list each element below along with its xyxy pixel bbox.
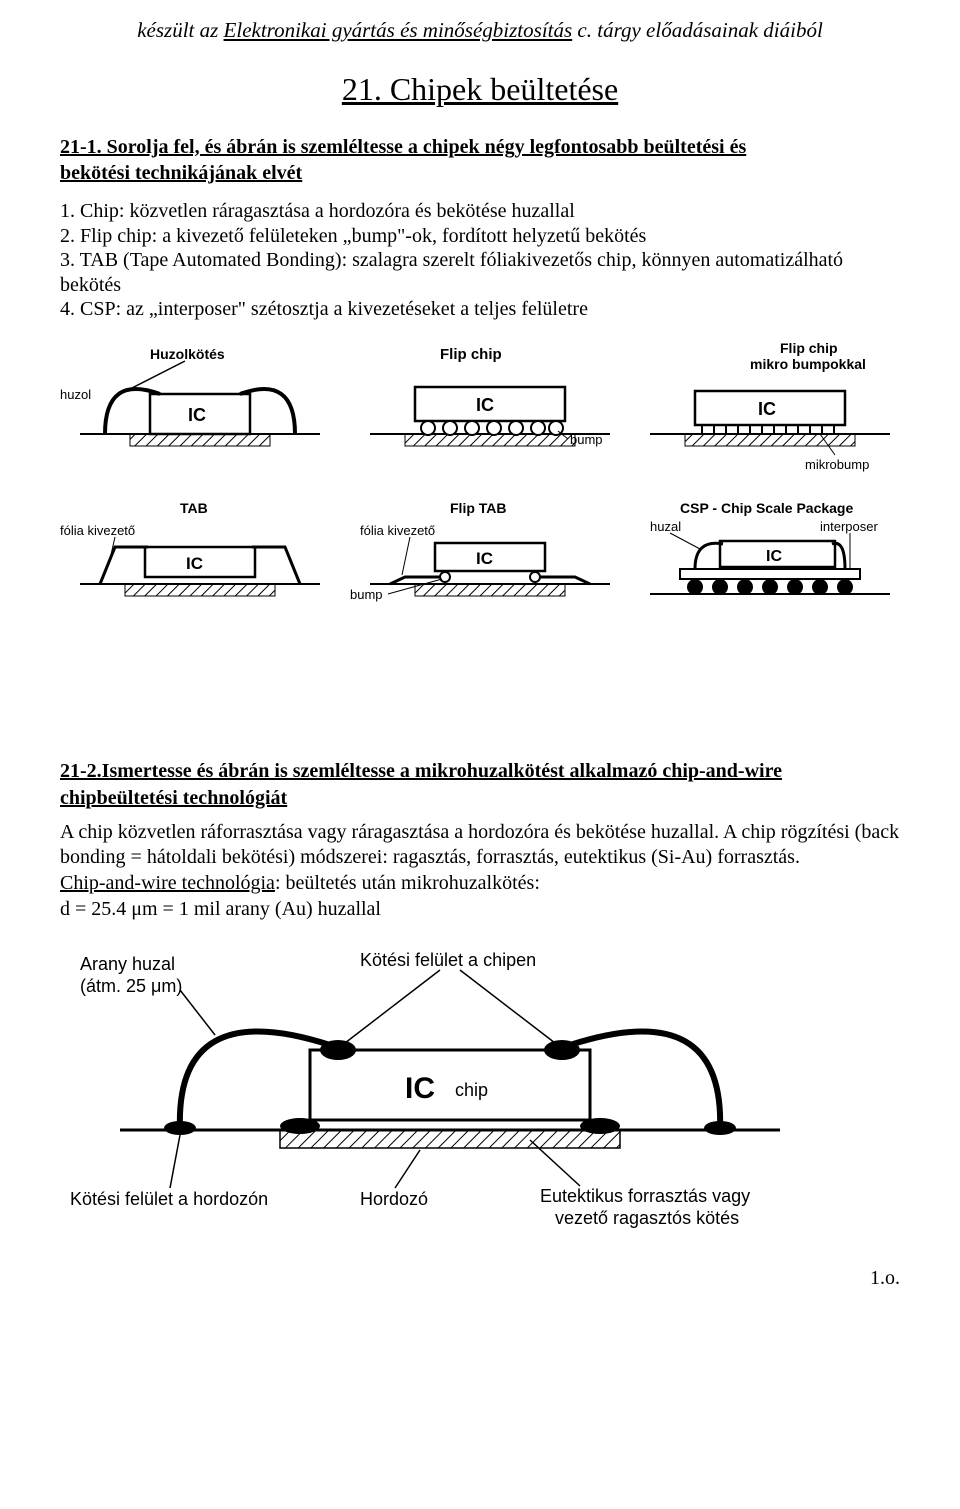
- fig1-csp-left: huzal: [650, 519, 681, 534]
- fig1-microbump: Flip chip mikro bumpokkal IC mikrobump: [650, 340, 890, 472]
- fig1-wirebond-ic: IC: [188, 405, 206, 425]
- q2-tech-rest: : beültetés után mikrohuzalkötés:: [275, 872, 540, 894]
- fig2-gold-wire-l2: (átm. 25 μm): [80, 976, 182, 996]
- q1-list: 1. Chip: közvetlen ráragasztása a hordoz…: [60, 199, 900, 321]
- fig1-fliptab-ic: IC: [476, 549, 493, 568]
- header-line: készült az Elektronikai gyártás és minős…: [60, 18, 900, 44]
- q2-tech-underlined: Chip-and-wire technológia: [60, 872, 275, 894]
- fig1-wirebond-side: huzol: [60, 387, 91, 402]
- fig2-eutectic-l2: vezető ragasztós kötés: [555, 1208, 739, 1228]
- fig1-fliptab-side: fólia kivezető: [360, 523, 435, 538]
- fig2-ic: IC: [405, 1072, 435, 1105]
- q1-item-4: 4. CSP: az „interposer" szétosztja a kiv…: [60, 297, 900, 321]
- fig1-microbump-l2: mikro bumpokkal: [750, 356, 866, 372]
- question-2: 21-2.Ismertesse és ábrán is szemléltesse…: [60, 759, 900, 921]
- fig1-tab-ic: IC: [186, 554, 203, 573]
- fig1-wirebond-label: Huzolkötés: [150, 346, 225, 362]
- fig1-microbump-l1: Flip chip: [780, 340, 838, 356]
- fig1-tab-side: fólia kivezető: [60, 523, 135, 538]
- fig2-gold-wire-l1: Arany huzal: [80, 954, 175, 974]
- fig2-chip-surface: Kötési felület a chipen: [360, 950, 536, 970]
- q2-body1: A chip közvetlen ráforrasztása vagy rára…: [60, 820, 900, 869]
- q1-heading-line2: bekötési technikájának elvét: [60, 162, 302, 184]
- q1-item-3: 3. TAB (Tape Automated Bonding): szalagr…: [60, 248, 900, 297]
- fig2-substrate-surface: Kötési felület a hordozón: [70, 1189, 268, 1209]
- fig1-flipchip: Flip chip IC bump: [370, 346, 610, 447]
- fig1-microbump-bottom: mikrobump: [805, 457, 869, 472]
- fig2-eutectic-l1: Eutektikus forrasztás vagy: [540, 1186, 750, 1206]
- header-suffix: c. tárgy előadásainak diáiból: [572, 18, 823, 42]
- page-number: 1.o.: [60, 1266, 900, 1290]
- page-title: 21. Chipek beültetése: [60, 70, 900, 109]
- fig1-fliptab: Flip TAB fólia kivezető IC bump: [350, 500, 610, 602]
- fig1-csp: CSP - Chip Scale Package huzal interpose…: [650, 500, 890, 595]
- figure-2: Arany huzal (átm. 25 μm) Kötési felület …: [60, 940, 900, 1230]
- fig1-flipchip-bump: bump: [570, 432, 603, 447]
- q2-heading-line2: chipbeültetési technológiát: [60, 787, 287, 809]
- q2-heading-line1: 21-2.Ismertesse és ábrán is szemléltesse…: [60, 760, 782, 782]
- q2-dline: d = 25.4 μm = 1 mil arany (Au) huzallal: [60, 897, 900, 921]
- fig1-flipchip-label: Flip chip: [440, 346, 502, 363]
- question-1: 21-1. Sorolja fel, és ábrán is szemlélte…: [60, 135, 900, 322]
- fig2-chip: chip: [455, 1080, 488, 1100]
- fig1-csp-right: interposer: [820, 519, 878, 534]
- q1-heading-line1: 21-1. Sorolja fel, és ábrán is szemlélte…: [60, 136, 746, 158]
- fig1-csp-ic: IC: [766, 548, 782, 565]
- q1-item-2: 2. Flip chip: a kivezető felületeken „bu…: [60, 224, 900, 248]
- figure-1: Huzolkötés huzol IC Flip chip: [60, 339, 900, 639]
- fig1-flipchip-ic: IC: [476, 395, 494, 415]
- fig1-csp-label: CSP - Chip Scale Package: [680, 500, 853, 516]
- fig1-fliptab-label: Flip TAB: [450, 500, 507, 516]
- q1-item-1: 1. Chip: közvetlen ráragasztása a hordoz…: [60, 199, 900, 223]
- fig1-wirebond: Huzolkötés huzol IC: [60, 346, 320, 446]
- fig1-tab-label: TAB: [180, 500, 208, 516]
- fig1-microbump-ic: IC: [758, 399, 776, 419]
- fig2-substrate: Hordozó: [360, 1189, 428, 1209]
- page: készült az Elektronikai gyártás és minős…: [0, 0, 960, 1320]
- figure-1-svg: Huzolkötés huzol IC Flip chip: [60, 339, 900, 639]
- figure-2-svg: Arany huzal (átm. 25 μm) Kötési felület …: [60, 940, 900, 1230]
- fig1-fliptab-bump: bump: [350, 587, 383, 602]
- header-underlined: Elektronikai gyártás és minőségbiztosítá…: [224, 18, 573, 42]
- fig1-tab: TAB fólia kivezető IC: [60, 500, 320, 596]
- header-prefix: készült az: [137, 18, 223, 42]
